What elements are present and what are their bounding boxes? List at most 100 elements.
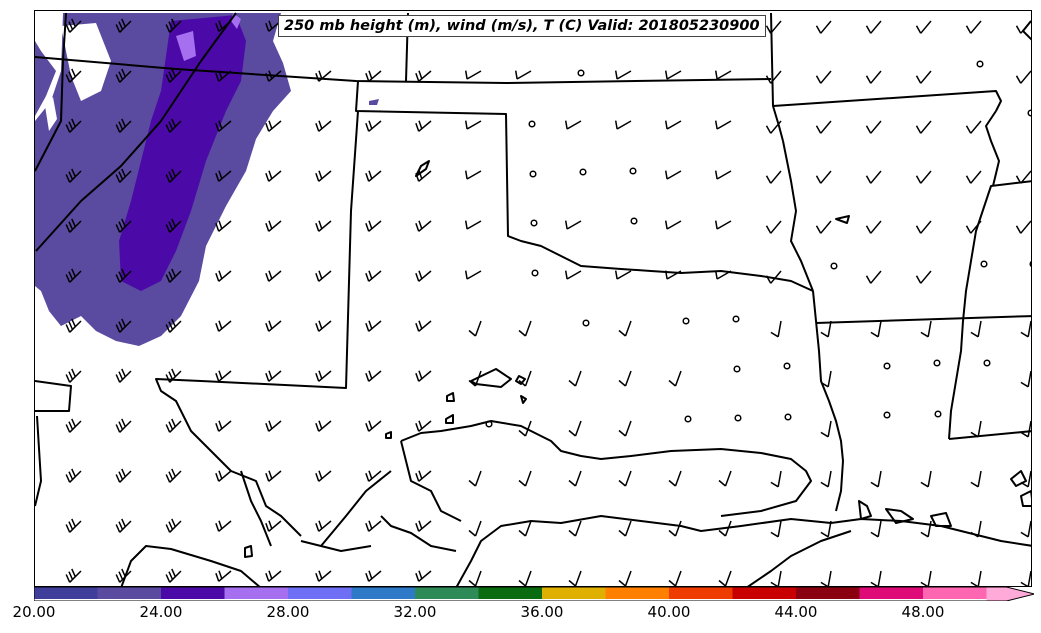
wind-barb bbox=[920, 570, 932, 586]
wind-barb bbox=[468, 470, 482, 487]
wind-barb bbox=[464, 220, 482, 230]
wind-barb bbox=[165, 518, 182, 533]
wind-barb bbox=[970, 570, 982, 586]
wind-barb bbox=[215, 320, 232, 332]
wind-barb bbox=[770, 570, 782, 586]
wind-barb bbox=[415, 570, 432, 582]
wind-barb bbox=[618, 420, 632, 437]
wind-barb bbox=[865, 220, 882, 234]
colorbar-segment bbox=[34, 587, 98, 599]
colorbar-tick-label: 48.00 bbox=[901, 603, 945, 621]
calm-wind-circle bbox=[531, 269, 539, 277]
wind-barb bbox=[315, 420, 332, 432]
wind-barb bbox=[464, 70, 482, 80]
wind-barb bbox=[915, 70, 932, 84]
wind-barb bbox=[115, 568, 132, 583]
wind-barb bbox=[265, 470, 282, 482]
calm-wind-circle bbox=[933, 359, 941, 367]
wind-barb bbox=[870, 520, 882, 538]
colorbar-segment bbox=[859, 587, 924, 599]
wind-barb bbox=[915, 220, 932, 234]
wind-barb bbox=[815, 120, 832, 134]
wind-barb bbox=[415, 170, 432, 182]
wind-barb bbox=[820, 320, 832, 338]
calm-wind-circle bbox=[784, 413, 792, 421]
wind-barb bbox=[765, 170, 782, 184]
wind-barb bbox=[115, 218, 132, 233]
wind-barb bbox=[365, 320, 382, 332]
wind-barb bbox=[518, 320, 532, 337]
wind-barb bbox=[765, 70, 782, 84]
wind-barb bbox=[915, 170, 932, 184]
wind-barb bbox=[518, 370, 532, 387]
wind-barb bbox=[568, 470, 582, 487]
wind-barb bbox=[265, 220, 282, 232]
wind-barb bbox=[1015, 220, 1031, 234]
wind-barb bbox=[415, 470, 432, 482]
wind-barb bbox=[815, 70, 832, 84]
colorbar-tick-label: 36.00 bbox=[520, 603, 564, 621]
colorbar-segment bbox=[669, 587, 733, 599]
wind-barb bbox=[518, 420, 532, 437]
wind-barb bbox=[668, 370, 682, 387]
wind-barb bbox=[265, 520, 282, 532]
wind-barb bbox=[970, 470, 982, 488]
wind-barb bbox=[215, 20, 232, 32]
wind-barb bbox=[415, 320, 432, 332]
wind-barb bbox=[870, 470, 882, 488]
calm-wind-circle bbox=[630, 217, 638, 225]
calm-wind-circle bbox=[980, 260, 988, 268]
colorbar-segment bbox=[97, 587, 162, 599]
wind-barb bbox=[614, 120, 632, 130]
calm-wind-circle bbox=[684, 415, 692, 423]
wind-barb bbox=[115, 268, 132, 283]
wind-barb bbox=[765, 220, 782, 234]
wind-barb bbox=[714, 120, 732, 130]
calm-wind-circle bbox=[582, 319, 590, 327]
wind-barb bbox=[165, 468, 182, 483]
wind-barb bbox=[618, 370, 632, 387]
wind-barb bbox=[820, 470, 832, 488]
wind-barb bbox=[415, 220, 432, 232]
calm-wind-circle bbox=[883, 411, 891, 419]
wind-barb bbox=[315, 520, 332, 532]
wind-barb bbox=[265, 120, 282, 132]
wind-barb bbox=[468, 320, 482, 337]
wind-barb bbox=[165, 268, 182, 283]
wind-barb bbox=[215, 570, 232, 582]
wind-barb bbox=[215, 170, 232, 182]
wind-barb bbox=[165, 218, 182, 233]
wind-barb bbox=[365, 270, 382, 282]
wind-barb bbox=[365, 120, 382, 132]
wind-barb bbox=[365, 520, 382, 532]
wind-barb bbox=[315, 270, 332, 282]
wind-barb bbox=[765, 120, 782, 134]
colorbar-segment bbox=[732, 587, 797, 599]
wind-barb bbox=[115, 318, 132, 333]
wind-barb bbox=[1020, 570, 1031, 586]
calm-wind-circle bbox=[783, 362, 791, 370]
wind-barb bbox=[215, 370, 232, 382]
wind-barb bbox=[668, 520, 682, 537]
wind-barb bbox=[865, 70, 882, 84]
wind-barb bbox=[718, 520, 732, 537]
wind-barb bbox=[865, 270, 882, 284]
wind-barb bbox=[1020, 320, 1031, 338]
colorbar-tick-label: 24.00 bbox=[139, 603, 183, 621]
wind-barb bbox=[770, 320, 782, 338]
wind-barb bbox=[664, 170, 682, 180]
colorbar bbox=[34, 587, 1034, 601]
calm-wind-circle bbox=[577, 69, 585, 77]
wind-barb bbox=[315, 370, 332, 382]
wind-barb bbox=[1015, 70, 1031, 84]
wind-barb bbox=[65, 118, 82, 133]
wind-barb bbox=[714, 70, 732, 80]
wind-barb bbox=[564, 220, 582, 230]
wind-barb bbox=[265, 420, 282, 432]
wind-barb bbox=[464, 170, 482, 180]
wind-barb bbox=[65, 468, 82, 483]
wind-barb bbox=[365, 70, 382, 82]
calm-wind-circle bbox=[934, 410, 942, 418]
wind-barb bbox=[215, 120, 232, 132]
wind-barb bbox=[870, 570, 882, 586]
